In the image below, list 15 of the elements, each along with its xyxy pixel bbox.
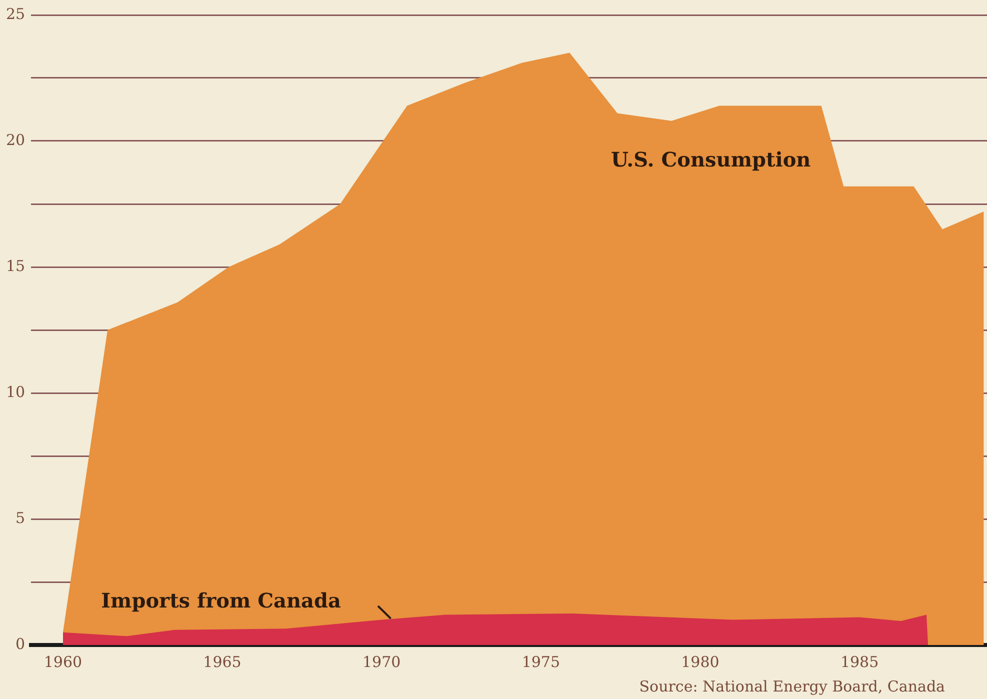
y-tick-label: 20	[6, 130, 26, 149]
y-tick-label: 25	[6, 4, 26, 23]
source-note: Source: National Energy Board, Canada	[639, 677, 946, 696]
y-tick-label: 0	[16, 634, 26, 653]
y-tick-label: 15	[6, 256, 26, 275]
series-label: Imports from Canada	[101, 588, 341, 612]
y-tick-label: 10	[6, 382, 26, 401]
series-label: U.S. Consumption	[611, 147, 812, 172]
x-tick-label: 1985	[840, 652, 879, 671]
y-tick-label: 5	[16, 508, 26, 527]
x-tick-label: 1980	[681, 652, 720, 671]
x-tick-label: 1965	[203, 652, 242, 671]
x-tick-label: 1970	[362, 652, 401, 671]
x-tick-label: 1960	[44, 652, 82, 671]
x-tick-label: 1975	[522, 652, 560, 671]
